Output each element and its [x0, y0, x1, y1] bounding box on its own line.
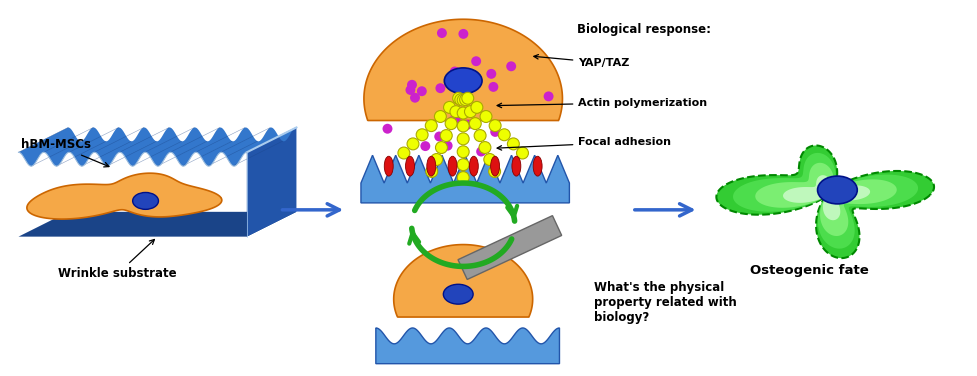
Polygon shape — [755, 163, 897, 236]
Circle shape — [489, 120, 501, 132]
Circle shape — [462, 120, 472, 130]
Polygon shape — [361, 155, 570, 203]
Circle shape — [425, 120, 438, 132]
Ellipse shape — [384, 156, 393, 176]
Text: YAP/TAZ: YAP/TAZ — [533, 55, 630, 68]
Circle shape — [506, 61, 516, 71]
Circle shape — [436, 83, 446, 93]
Circle shape — [471, 56, 481, 66]
Text: What's the physical
property related with
biology?: What's the physical property related wit… — [594, 281, 737, 324]
Ellipse shape — [512, 156, 521, 176]
Circle shape — [457, 120, 469, 132]
Circle shape — [490, 127, 500, 137]
Circle shape — [476, 147, 487, 156]
Polygon shape — [716, 146, 934, 258]
Polygon shape — [394, 244, 532, 317]
Circle shape — [479, 142, 490, 153]
Circle shape — [407, 138, 419, 150]
Ellipse shape — [445, 68, 482, 94]
Circle shape — [416, 129, 428, 141]
Polygon shape — [19, 212, 296, 237]
Circle shape — [452, 92, 465, 104]
Circle shape — [457, 94, 469, 106]
Circle shape — [457, 171, 469, 183]
Circle shape — [469, 118, 482, 130]
Circle shape — [474, 130, 487, 141]
Polygon shape — [733, 153, 918, 249]
Ellipse shape — [405, 156, 414, 176]
Polygon shape — [376, 328, 560, 364]
Circle shape — [457, 133, 469, 145]
Circle shape — [435, 111, 446, 123]
Ellipse shape — [427, 156, 436, 176]
Circle shape — [462, 92, 474, 104]
Circle shape — [457, 146, 469, 158]
Circle shape — [471, 102, 483, 113]
Circle shape — [446, 118, 457, 130]
Circle shape — [405, 85, 415, 95]
Circle shape — [444, 102, 455, 113]
Circle shape — [455, 94, 467, 106]
Circle shape — [457, 159, 469, 171]
Polygon shape — [783, 175, 871, 220]
Text: Osteogenic fate: Osteogenic fate — [750, 264, 869, 277]
Circle shape — [543, 91, 554, 102]
Ellipse shape — [469, 156, 479, 176]
Circle shape — [487, 69, 496, 79]
Text: hBM-MSCs: hBM-MSCs — [21, 138, 109, 167]
Circle shape — [431, 153, 443, 165]
Ellipse shape — [448, 156, 457, 176]
Circle shape — [398, 147, 409, 159]
Circle shape — [410, 93, 420, 103]
Circle shape — [484, 153, 495, 165]
Ellipse shape — [818, 176, 857, 204]
Polygon shape — [247, 127, 296, 237]
Circle shape — [447, 116, 457, 126]
Ellipse shape — [444, 284, 473, 304]
Circle shape — [464, 106, 477, 118]
Circle shape — [420, 141, 430, 151]
Circle shape — [383, 124, 393, 134]
Circle shape — [441, 130, 452, 141]
Circle shape — [451, 116, 461, 126]
Polygon shape — [19, 127, 296, 166]
Ellipse shape — [533, 156, 542, 176]
Ellipse shape — [490, 156, 499, 176]
Circle shape — [436, 142, 447, 153]
Ellipse shape — [133, 193, 158, 209]
Circle shape — [480, 111, 492, 123]
Circle shape — [507, 138, 520, 150]
Circle shape — [426, 165, 438, 177]
Circle shape — [488, 82, 498, 92]
Text: Biological response:: Biological response: — [577, 23, 711, 36]
Circle shape — [450, 106, 462, 118]
Circle shape — [417, 86, 427, 96]
Text: Focal adhesion: Focal adhesion — [497, 137, 671, 150]
Circle shape — [517, 147, 529, 159]
Polygon shape — [27, 173, 222, 219]
Polygon shape — [458, 216, 562, 279]
Circle shape — [449, 67, 460, 76]
Text: Actin polymerization: Actin polymerization — [497, 98, 707, 108]
Circle shape — [498, 129, 510, 141]
Circle shape — [443, 141, 452, 151]
Polygon shape — [363, 19, 563, 120]
Circle shape — [457, 107, 469, 119]
Circle shape — [488, 165, 500, 177]
Circle shape — [434, 132, 445, 141]
Circle shape — [458, 29, 468, 39]
Circle shape — [437, 28, 446, 38]
Text: Wrinkle substrate: Wrinkle substrate — [59, 240, 177, 280]
Circle shape — [407, 80, 417, 90]
Circle shape — [459, 94, 472, 106]
